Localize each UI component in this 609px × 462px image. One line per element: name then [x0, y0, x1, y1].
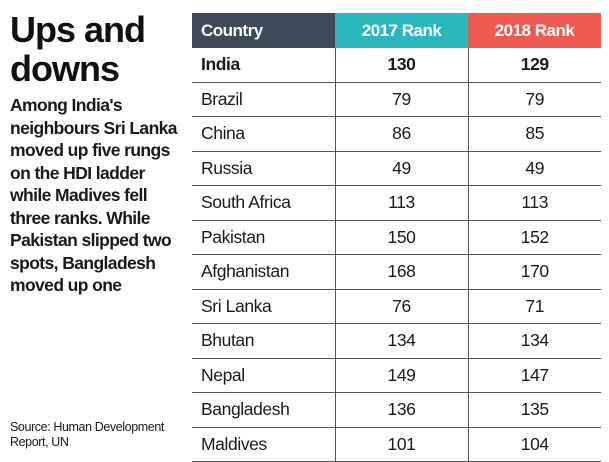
cell-2017-rank: 130 — [334, 48, 468, 83]
headline-line-2: downs — [10, 48, 120, 89]
cell-2017-rank: 136 — [334, 392, 468, 428]
cell-country: China — [192, 116, 335, 152]
cell-2018-rank: 152 — [467, 220, 601, 255]
table-row: Afghanistan 168 170 — [192, 254, 601, 290]
cell-2018-rank: 129 — [467, 48, 601, 83]
table-row: Maldives 101 104 — [192, 427, 601, 462]
cell-2017-rank: 101 — [334, 427, 468, 462]
cell-2018-rank: 135 — [467, 392, 601, 428]
cell-2017-rank: 134 — [334, 323, 468, 359]
cell-2018-rank: 170 — [467, 254, 601, 290]
table-row: South Africa 113 113 — [192, 185, 601, 221]
description: Among India's neighbours Sri Lanka moved… — [10, 95, 178, 295]
cell-country: Nepal — [192, 358, 335, 393]
cell-2018-rank: 134 — [467, 323, 601, 359]
header-2017-rank: 2017 Rank — [335, 13, 468, 48]
cell-country: Sri Lanka — [192, 289, 335, 324]
cell-2017-rank: 79 — [334, 82, 468, 117]
cell-2018-rank: 104 — [467, 427, 601, 462]
cell-2017-rank: 149 — [334, 358, 468, 393]
cell-country: Russia — [192, 151, 335, 186]
table-row: Bangladesh 136 135 — [192, 392, 601, 428]
headline: Ups and downs — [10, 10, 188, 88]
cell-2018-rank: 113 — [467, 185, 601, 221]
cell-2018-rank: 147 — [467, 358, 601, 393]
cell-2017-rank: 150 — [334, 220, 468, 255]
cell-2018-rank: 49 — [467, 151, 601, 186]
cell-country: Brazil — [192, 82, 335, 117]
header-country: Country — [192, 13, 335, 48]
intro-panel: Ups and downs Among India's neighbours S… — [10, 10, 188, 297]
cell-country: Bangladesh — [192, 392, 335, 428]
table-row: Sri Lanka 76 71 — [192, 289, 601, 324]
rank-table: Country 2017 Rank 2018 Rank India 130 129 B… — [192, 13, 601, 462]
table-row: Bhutan 134 134 — [192, 323, 601, 359]
cell-2017-rank: 76 — [334, 289, 468, 324]
table-body: India 130 129 Brazil 79 79 China 86 85 Russia 49 49… — [192, 48, 601, 462]
source-note: Source: Human Development Report, UN — [10, 420, 164, 449]
cell-2017-rank: 86 — [334, 116, 468, 152]
cell-country: Afghanistan — [192, 254, 335, 290]
cell-2017-rank: 113 — [334, 185, 468, 221]
headline-line-1: Ups and — [10, 9, 146, 50]
cell-2018-rank: 79 — [467, 82, 601, 117]
table-row: Nepal 149 147 — [192, 358, 601, 393]
cell-country: Pakistan — [192, 220, 335, 255]
cell-country: Bhutan — [192, 323, 335, 359]
cell-2018-rank: 85 — [467, 116, 601, 152]
cell-country: South Africa — [192, 185, 335, 221]
table-header-row: Country 2017 Rank 2018 Rank — [192, 13, 601, 48]
table-row: Pakistan 150 152 — [192, 220, 601, 255]
table-row: Brazil 79 79 — [192, 82, 601, 117]
table-row: China 86 85 — [192, 116, 601, 152]
table-row: Russia 49 49 — [192, 151, 601, 186]
cell-2017-rank: 168 — [334, 254, 468, 290]
cell-2017-rank: 49 — [334, 151, 468, 186]
table-row: India 130 129 — [192, 48, 601, 83]
cell-2018-rank: 71 — [467, 289, 601, 324]
cell-country: India — [192, 48, 335, 83]
cell-country: Maldives — [192, 427, 335, 462]
header-2018-rank: 2018 Rank — [468, 13, 601, 48]
